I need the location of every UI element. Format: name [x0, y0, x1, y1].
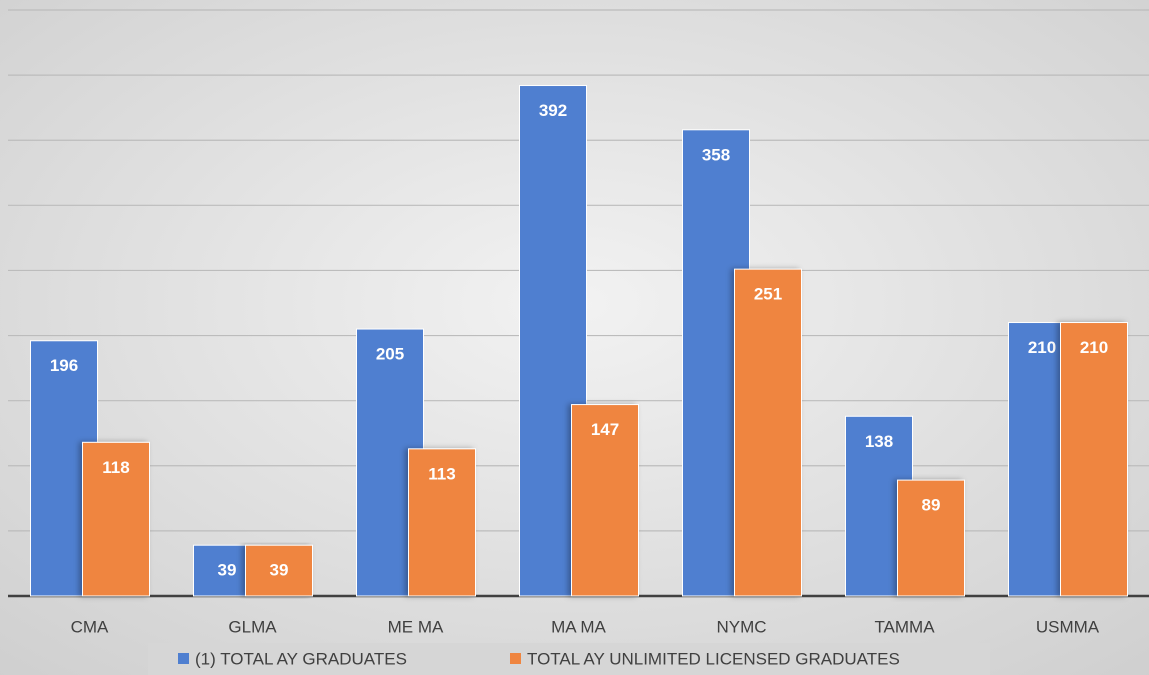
bar — [897, 479, 965, 597]
legend-swatch — [510, 653, 521, 664]
legend-label: TOTAL AY UNLIMITED LICENSED GRADUATES — [527, 649, 900, 668]
bar — [82, 441, 150, 597]
value-label: 39 — [218, 561, 237, 580]
value-label: 210 — [1028, 338, 1056, 357]
legend-swatch — [178, 653, 189, 664]
value-label: 147 — [591, 420, 619, 439]
value-label: 392 — [539, 101, 567, 120]
x-tick-label: CMA — [71, 617, 109, 636]
value-label: 138 — [865, 432, 893, 451]
value-label: 196 — [50, 356, 78, 375]
value-label: 205 — [376, 345, 404, 364]
bar — [408, 448, 476, 597]
x-tick-label: USMMA — [1036, 617, 1100, 636]
value-label: 113 — [428, 464, 455, 483]
x-tick-label: GLMA — [228, 617, 277, 636]
value-label: 118 — [102, 458, 129, 477]
legend-box — [148, 643, 990, 675]
value-label: 251 — [754, 285, 782, 304]
x-tick-label: ME MA — [388, 617, 444, 636]
bar — [245, 544, 313, 597]
bar — [734, 268, 802, 597]
legend-label: (1) TOTAL AY GRADUATES — [195, 649, 407, 668]
value-label: 39 — [270, 561, 289, 580]
bar — [1060, 322, 1128, 597]
value-label: 358 — [702, 145, 730, 164]
x-tick-label: NYMC — [716, 617, 766, 636]
value-label: 89 — [922, 496, 941, 515]
x-tick-label: MA MA — [551, 617, 606, 636]
bar — [571, 404, 639, 597]
x-tick-label: TAMMA — [874, 617, 935, 636]
value-label: 210 — [1080, 338, 1108, 357]
